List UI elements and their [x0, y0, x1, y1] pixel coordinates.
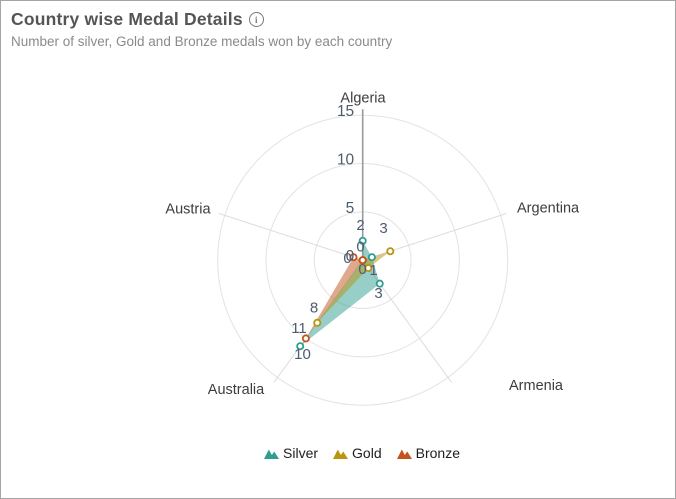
widget-header: Country wise Medal Details i Number of s… — [11, 9, 392, 49]
axis-tick-label: 5 — [346, 200, 355, 217]
category-label-armenia: Armenia — [509, 378, 564, 394]
point-label: 11 — [291, 320, 307, 337]
axis-tick-label: 10 — [337, 152, 355, 169]
category-label-austria: Austria — [165, 202, 211, 218]
category-label-argentina: Argentina — [517, 201, 580, 217]
area-series-icon — [396, 449, 412, 459]
chart-legend: Silver Gold Bronze — [264, 445, 460, 461]
marker-bronze-armenia[interactable] — [358, 256, 367, 265]
legend-label: Bronze — [415, 445, 460, 461]
legend-item-bronze[interactable]: Bronze — [396, 445, 460, 461]
area-series-icon — [264, 449, 280, 459]
marker-silver-australia[interactable] — [296, 342, 305, 351]
category-label-algeria: Algeria — [340, 91, 386, 107]
axis-tick-label: 15 — [337, 103, 354, 120]
marker-silver-algeria[interactable] — [358, 236, 367, 245]
marker-gold-armenia[interactable] — [364, 264, 373, 273]
legend-item-silver[interactable]: Silver — [264, 445, 318, 461]
point-label: 8 — [310, 300, 318, 317]
marker-gold-argentina[interactable] — [386, 247, 395, 256]
point-label: 0 — [343, 250, 351, 267]
point-label: 10 — [294, 346, 311, 363]
marker-bronze-austria[interactable] — [349, 253, 358, 262]
legend-label: Silver — [283, 445, 319, 461]
legend-label: Gold — [352, 445, 382, 461]
widget-subtitle: Number of silver, Gold and Bronze medals… — [11, 34, 393, 49]
marker-silver-armenia[interactable] — [375, 279, 384, 288]
radar-area-bronze — [305, 257, 363, 339]
marker-bronze-australia[interactable] — [301, 334, 310, 343]
area-series-icon — [333, 449, 349, 459]
point-label: 0 — [356, 239, 364, 256]
widget-title: Country wise Medal Details — [11, 9, 243, 29]
legend-item-gold[interactable]: Gold — [333, 445, 382, 461]
point-label: 1 — [369, 262, 377, 279]
point-label: 3 — [379, 220, 387, 237]
point-label: 2 — [356, 217, 364, 234]
marker-gold-australia[interactable] — [313, 318, 322, 327]
axis-tick-label: 0 — [346, 248, 355, 265]
point-label: 0 — [358, 261, 366, 278]
info-icon[interactable]: i — [248, 12, 264, 27]
marker-silver-argentina[interactable] — [367, 253, 376, 262]
category-axis-line — [218, 213, 363, 261]
point-label: 3 — [374, 285, 382, 302]
category-label-australia: Australia — [208, 382, 265, 398]
